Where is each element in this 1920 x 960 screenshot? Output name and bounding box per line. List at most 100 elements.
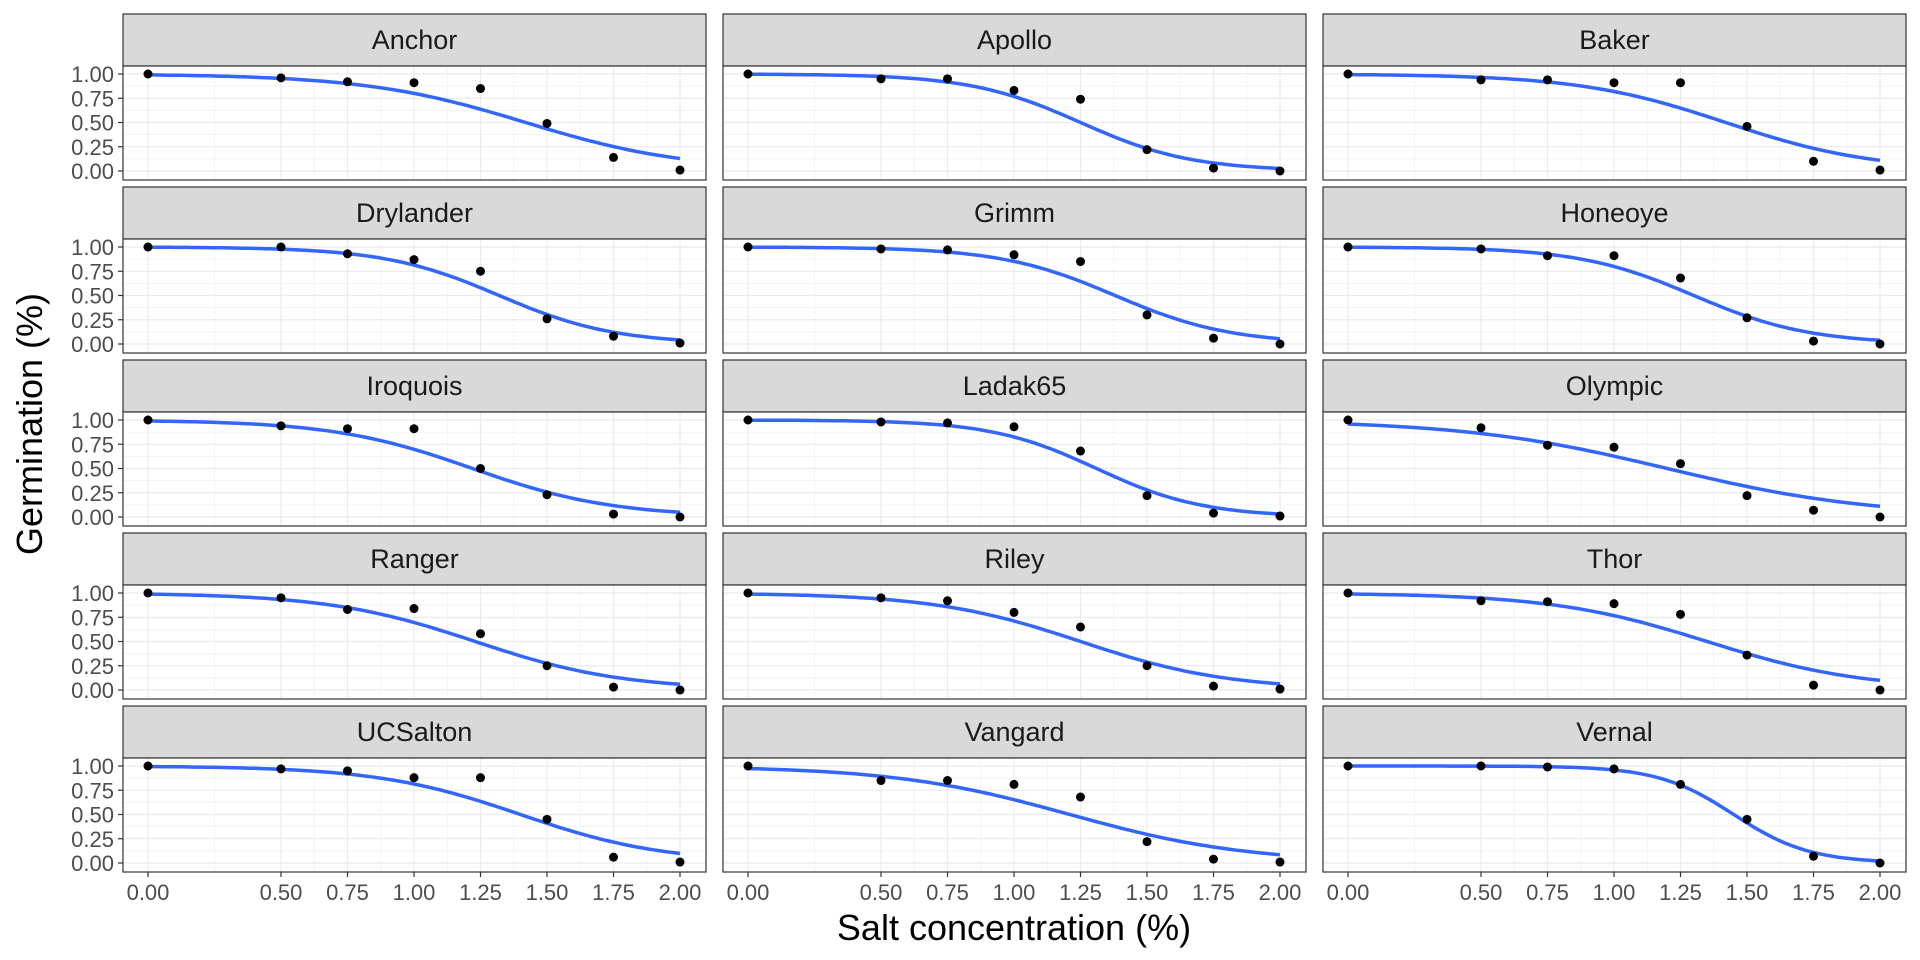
data-point xyxy=(609,682,618,692)
strip-label: Iroquois xyxy=(366,371,462,401)
strip-label: UCSalton xyxy=(357,717,473,747)
panel-ranger: Ranger 0.000.250.500.751.00 xyxy=(71,532,707,703)
x-tick-label: 0.75 xyxy=(326,880,369,905)
x-tick-label: 0.00 xyxy=(127,880,170,905)
data-point xyxy=(743,69,753,79)
strip-background xyxy=(122,186,707,240)
fit-line xyxy=(148,73,681,161)
data-point xyxy=(1543,440,1552,450)
panel-olympic: Olympic xyxy=(1322,359,1907,527)
data-point xyxy=(675,165,685,175)
data-point xyxy=(343,77,352,87)
y-tick-label: 0.50 xyxy=(71,457,114,482)
data-point xyxy=(1609,764,1619,774)
data-point xyxy=(1676,273,1685,283)
data-point xyxy=(409,255,419,265)
data-point xyxy=(1476,75,1486,85)
strip-label: Anchor xyxy=(372,25,458,55)
data-point xyxy=(876,417,886,427)
data-point xyxy=(276,73,286,83)
x-tick-label: 0.50 xyxy=(260,880,303,905)
data-point xyxy=(1742,121,1752,131)
data-point xyxy=(1476,244,1486,254)
data-point xyxy=(1742,491,1752,501)
data-point xyxy=(1009,422,1019,432)
y-tick-label: 0.25 xyxy=(71,481,114,506)
strip-background xyxy=(1322,186,1907,240)
data-point xyxy=(542,118,552,128)
y-axis-title: Germination (%) xyxy=(9,293,50,555)
data-point xyxy=(476,464,485,473)
y-tick-label: 1.00 xyxy=(71,62,114,87)
fit-line xyxy=(1347,245,1881,343)
x-tick-label: 0.00 xyxy=(727,880,770,905)
panel-thor: Thor xyxy=(1322,532,1907,700)
data-point xyxy=(1142,661,1152,671)
panel-vangard: Vangard xyxy=(722,705,1307,873)
y-tick-label: 0.75 xyxy=(71,605,114,630)
fit-line xyxy=(147,764,681,856)
data-point xyxy=(876,244,886,254)
y-tick-label: 0.50 xyxy=(71,284,114,309)
strip-label: Drylander xyxy=(356,198,473,228)
data-point xyxy=(1009,250,1019,260)
panel-apollo: Apollo xyxy=(722,13,1307,181)
panel-border xyxy=(1322,584,1907,700)
data-point xyxy=(343,424,352,434)
panel-iroquois: Iroquois 0.000.250.500.751.00 xyxy=(71,359,707,530)
fit-line xyxy=(1348,72,1881,163)
y-tick-label: 1.00 xyxy=(71,581,114,606)
panel-grimm: Grimm xyxy=(722,186,1307,354)
strip-background xyxy=(722,359,1307,413)
data-point xyxy=(1142,145,1152,155)
data-point xyxy=(143,588,153,598)
data-point xyxy=(1676,78,1685,88)
strip-background xyxy=(1322,532,1907,586)
data-point xyxy=(143,415,153,425)
data-point xyxy=(1809,336,1818,346)
data-point xyxy=(1609,442,1619,452)
data-point xyxy=(609,509,618,519)
y-tick-label: 0.50 xyxy=(71,630,114,655)
data-point xyxy=(675,685,685,695)
data-point xyxy=(1142,837,1152,847)
y-tick-label: 0.00 xyxy=(71,851,114,876)
strip-label: Apollo xyxy=(977,25,1052,55)
data-point xyxy=(409,424,419,434)
fit-line xyxy=(747,766,1281,857)
strip-label: Olympic xyxy=(1566,371,1664,401)
data-point xyxy=(1209,681,1218,691)
data-point xyxy=(876,74,886,84)
data-point xyxy=(1676,459,1685,469)
data-point xyxy=(1875,339,1885,349)
x-tick-label: 0.00 xyxy=(1327,880,1370,905)
data-point xyxy=(143,761,153,771)
data-point xyxy=(1142,310,1152,320)
strip-background xyxy=(722,13,1307,67)
strip-label: Riley xyxy=(984,544,1045,574)
x-tick-label: 2.00 xyxy=(1859,880,1902,905)
data-point xyxy=(542,661,552,671)
fit-line xyxy=(148,245,681,342)
strip-background xyxy=(722,705,1307,759)
data-point xyxy=(1275,166,1285,176)
data-point xyxy=(943,418,952,428)
y-tick-label: 0.75 xyxy=(71,259,114,284)
data-point xyxy=(1142,491,1152,501)
strip-background xyxy=(1322,13,1907,67)
data-point xyxy=(1076,792,1085,802)
y-tick-label: 1.00 xyxy=(71,235,114,260)
strip-label: Ladak65 xyxy=(963,371,1067,401)
strip-label: Vangard xyxy=(964,717,1064,747)
x-axis-ticks: 0.00 0.50 0.75 1.00 1.25 1.50 1.75 2.00 0.00 0.50… xyxy=(127,872,1902,905)
data-point xyxy=(743,761,753,771)
data-point xyxy=(1809,505,1818,515)
data-point xyxy=(542,814,552,824)
fit-line xyxy=(747,72,1281,171)
x-tick-label: 1.50 xyxy=(1726,880,1769,905)
panel-ucsalton: UCSalton 0.000.250.500.751.00 xyxy=(71,705,707,876)
y-tick-label: 1.00 xyxy=(71,754,114,779)
y-tick-label: 0.25 xyxy=(71,135,114,160)
y-tick-label: 0.25 xyxy=(71,308,114,333)
data-point xyxy=(409,78,419,88)
